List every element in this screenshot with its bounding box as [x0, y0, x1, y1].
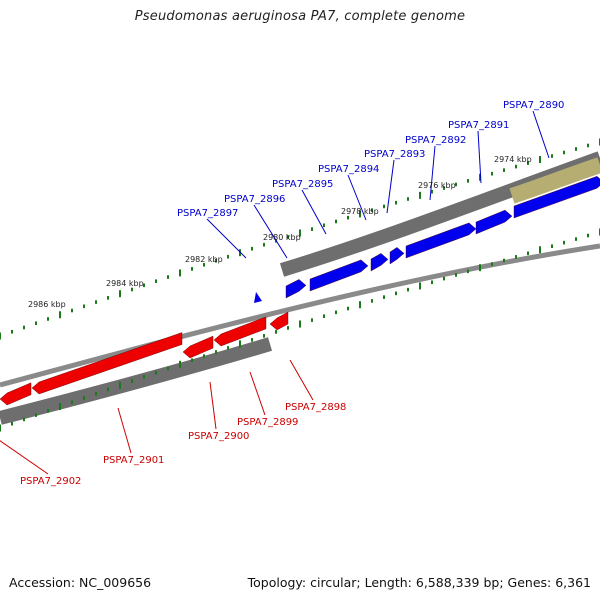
tick-label: 2976 kbp: [418, 181, 456, 190]
cds-track-highlight: [509, 157, 600, 204]
forward-gene-arrow[interactable]: [475, 209, 513, 235]
forward-gene-arrow[interactable]: [389, 247, 405, 265]
forward-gene-arrows: [285, 176, 600, 299]
tick-label: 2980 kbp: [263, 233, 301, 242]
reverse-gene-arrow[interactable]: [182, 335, 214, 359]
leader-line: [386, 159, 395, 214]
forward-gene-arrow[interactable]: [309, 259, 369, 292]
forward-gene-label[interactable]: PSPA7_2897: [177, 208, 238, 219]
leader-line: [477, 130, 482, 184]
forward-gene-label[interactable]: PSPA7_2893: [364, 149, 425, 160]
forward-gene-label[interactable]: PSPA7_2896: [224, 194, 285, 205]
leader-line: [249, 371, 266, 416]
forward-gene-arrow[interactable]: [285, 279, 307, 299]
forward-gene-label[interactable]: PSPA7_2895: [272, 179, 333, 190]
leader-line: [206, 218, 247, 259]
tick-marks-inner: [0, 228, 600, 432]
map-title: Pseudomonas aeruginosa PA7, complete gen…: [134, 9, 466, 24]
reverse-gene-label[interactable]: PSPA7_2902: [20, 476, 81, 487]
leader-line: [347, 174, 367, 221]
leader-line: [289, 359, 314, 401]
reverse-gene-label[interactable]: PSPA7_2898: [285, 402, 346, 413]
accession-info: Accession: NC_009656: [9, 575, 152, 590]
reverse-gene-arrow[interactable]: [213, 316, 267, 347]
tick-label: 2982 kbp: [185, 255, 223, 264]
tick-label: 2984 kbp: [106, 279, 144, 288]
forward-gene-arrow[interactable]: [405, 222, 477, 259]
cds-track-reverse: [0, 337, 273, 425]
reverse-gene-label[interactable]: PSPA7_2899: [237, 417, 298, 428]
reverse-gene-label[interactable]: PSPA7_2901: [103, 455, 164, 466]
forward-gene-arrow[interactable]: [513, 176, 600, 219]
tick-label: 2986 kbp: [28, 300, 66, 309]
position-marker-icon: [254, 292, 262, 303]
genome-summary: Topology: circular; Length: 6,588,339 bp…: [247, 575, 591, 590]
forward-gene-label[interactable]: PSPA7_2891: [448, 120, 509, 131]
reverse-gene-label[interactable]: PSPA7_2900: [188, 431, 249, 442]
leader-line: [429, 145, 436, 201]
leader-line: [209, 381, 217, 430]
leader-line: [532, 110, 550, 159]
forward-gene-arrow[interactable]: [370, 253, 389, 272]
reverse-gene-arrow[interactable]: [0, 382, 32, 406]
genome-backbone: [0, 243, 600, 388]
tick-label: 2974 kbp: [494, 155, 532, 164]
tick-label: 2978 kbp: [341, 207, 379, 216]
reverse-gene-arrows: [0, 311, 289, 406]
tick-marks-outer: [0, 138, 600, 340]
leader-line: [253, 204, 288, 259]
forward-gene-label[interactable]: PSPA7_2892: [405, 135, 466, 146]
leader-line: [117, 407, 132, 454]
reverse-gene-arrow[interactable]: [31, 332, 183, 395]
reverse-gene-arrow[interactable]: [269, 311, 289, 331]
label-leader-lines: [0, 110, 550, 475]
gene-labels: PSPA7_2890 PSPA7_2891 PSPA7_2892 PSPA7_2893…: [20, 100, 564, 487]
leader-line: [301, 189, 327, 235]
tick-labels: 2974 kbp 2976 kbp 2978 kbp 2980 kbp 2982 kbp…: [28, 155, 532, 309]
forward-gene-label[interactable]: PSPA7_2890: [503, 100, 564, 111]
leader-line: [0, 440, 49, 475]
forward-gene-label[interactable]: PSPA7_2894: [318, 164, 379, 175]
